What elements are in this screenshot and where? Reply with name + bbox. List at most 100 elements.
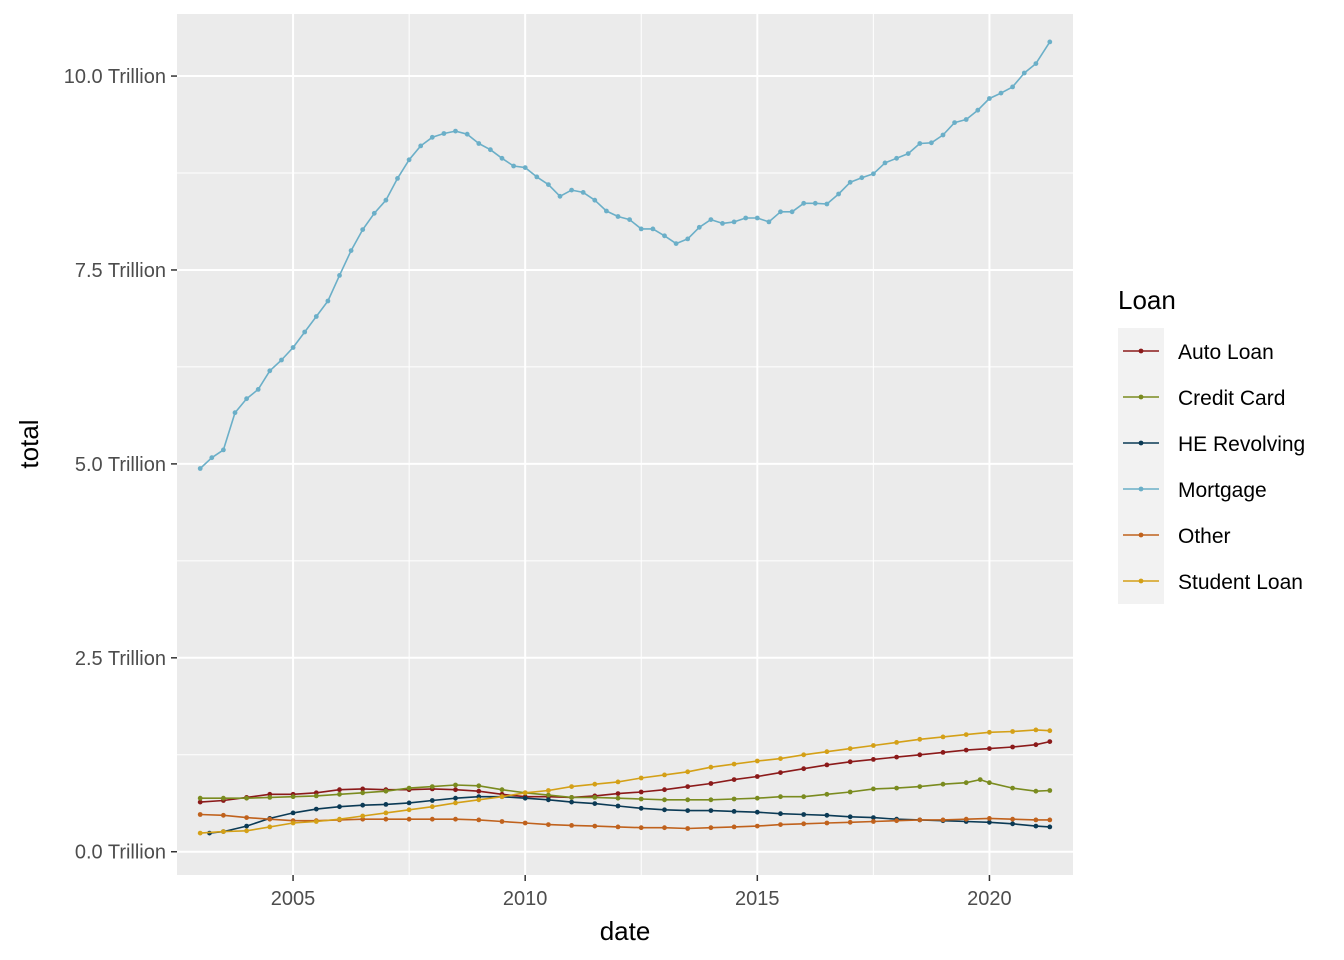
data-point-other [662, 825, 667, 831]
legend-label: Other [1178, 525, 1231, 548]
data-point-mortgage [696, 224, 702, 230]
data-point-credit-card [1033, 788, 1039, 794]
data-point-mortgage [592, 197, 598, 203]
data-point-student-loan [615, 779, 621, 785]
data-point-other [1010, 816, 1015, 822]
data-point-mortgage [383, 197, 389, 203]
data-point-he-revolving [615, 803, 621, 809]
data-point-auto-loan [801, 766, 807, 772]
data-point-mortgage [371, 210, 377, 216]
data-point-student-loan [847, 746, 853, 751]
data-point-mortgage [569, 187, 574, 193]
data-point-credit-card [337, 791, 342, 797]
data-point-auto-loan [1047, 739, 1053, 744]
data-point-student-loan [546, 788, 551, 793]
x-tick-label: 2010 [503, 888, 548, 910]
data-point-student-loan [917, 736, 923, 742]
x-tick-label: 2005 [271, 888, 316, 910]
grid-major [177, 14, 1073, 875]
data-point-credit-card [1047, 788, 1053, 793]
data-point-mortgage [812, 200, 818, 206]
data-point-credit-card [708, 797, 714, 803]
data-point-mortgage [905, 151, 911, 157]
data-point-mortgage [557, 193, 563, 199]
legend-key-point [1138, 394, 1144, 400]
data-point-credit-card [406, 785, 412, 791]
data-point-he-revolving [1033, 823, 1039, 829]
data-point-mortgage [244, 396, 250, 402]
data-point-credit-card [977, 777, 983, 782]
data-point-student-loan [406, 807, 412, 813]
data-point-mortgage [801, 200, 807, 206]
data-point-other [638, 825, 644, 831]
data-point-mortgage [580, 190, 586, 195]
data-point-credit-card [754, 795, 760, 801]
data-point-other [221, 812, 226, 818]
data-point-mortgage [731, 219, 737, 225]
legend-label: Auto Loan [1178, 341, 1274, 364]
data-point-auto-loan [987, 746, 992, 751]
data-point-auto-loan [476, 788, 482, 794]
data-point-he-revolving [313, 806, 319, 812]
data-point-he-revolving [383, 802, 389, 807]
data-point-mortgage [1047, 39, 1053, 45]
data-point-he-revolving [708, 808, 714, 813]
series-line-student-loan [200, 729, 1050, 834]
data-point-other [731, 824, 737, 830]
data-point-student-loan [824, 749, 830, 755]
data-point-other [592, 823, 598, 829]
data-point-other [754, 823, 760, 829]
data-point-he-revolving [754, 809, 760, 815]
data-point-mortgage [1010, 84, 1015, 90]
data-point-mortgage [627, 217, 632, 223]
data-point-other [569, 823, 574, 828]
data-point-he-revolving [1047, 824, 1053, 830]
data-point-mortgage [232, 410, 238, 416]
data-point-auto-loan [917, 752, 923, 758]
data-point-he-revolving [1010, 821, 1015, 827]
data-point-credit-card [453, 782, 458, 788]
data-point-student-loan [313, 819, 319, 824]
data-point-credit-card [871, 786, 876, 792]
legend-label: Credit Card [1178, 387, 1285, 410]
legend-title: Loan [1118, 285, 1176, 315]
data-point-credit-card [197, 795, 203, 801]
data-point-mortgage [894, 155, 899, 161]
data-point-mortgage [673, 241, 679, 247]
data-point-he-revolving [406, 800, 412, 806]
data-point-student-loan [731, 761, 737, 767]
data-point-student-loan [1033, 727, 1039, 733]
data-point-mortgage [360, 227, 366, 233]
data-point-credit-card [685, 797, 691, 803]
data-point-student-loan [197, 830, 203, 836]
data-point-mortgage [221, 447, 226, 453]
data-point-auto-loan [847, 759, 853, 765]
data-point-mortgage [871, 171, 876, 177]
data-point-mortgage [685, 236, 691, 242]
data-point-mortgage [279, 357, 284, 363]
legend-key-point [1138, 578, 1144, 584]
data-point-mortgage [267, 368, 273, 374]
data-point-mortgage [325, 298, 331, 304]
data-point-he-revolving [244, 823, 250, 829]
data-point-mortgage [546, 182, 551, 188]
data-point-other [615, 824, 621, 830]
series-mortgage [197, 39, 1053, 471]
data-point-credit-card [731, 796, 737, 802]
data-point-other [383, 816, 389, 822]
data-point-mortgage [534, 174, 540, 180]
data-point-student-loan [685, 769, 691, 775]
data-point-mortgage [255, 387, 261, 392]
legend-key-background [1118, 328, 1164, 604]
data-point-he-revolving [453, 795, 458, 801]
y-axis: 0.0 Trillion 2.5 Trillion 5.0 Trillion 7.5 … [64, 66, 177, 864]
data-point-auto-loan [197, 799, 203, 805]
data-point-he-revolving [522, 795, 528, 801]
legend-item-he-revolving: HE Revolving [1123, 433, 1305, 456]
data-point-mortgage [778, 209, 783, 215]
series-layer [197, 39, 1053, 836]
data-point-other [940, 817, 946, 823]
data-point-credit-card [917, 784, 923, 789]
series-line-other [200, 813, 1050, 830]
